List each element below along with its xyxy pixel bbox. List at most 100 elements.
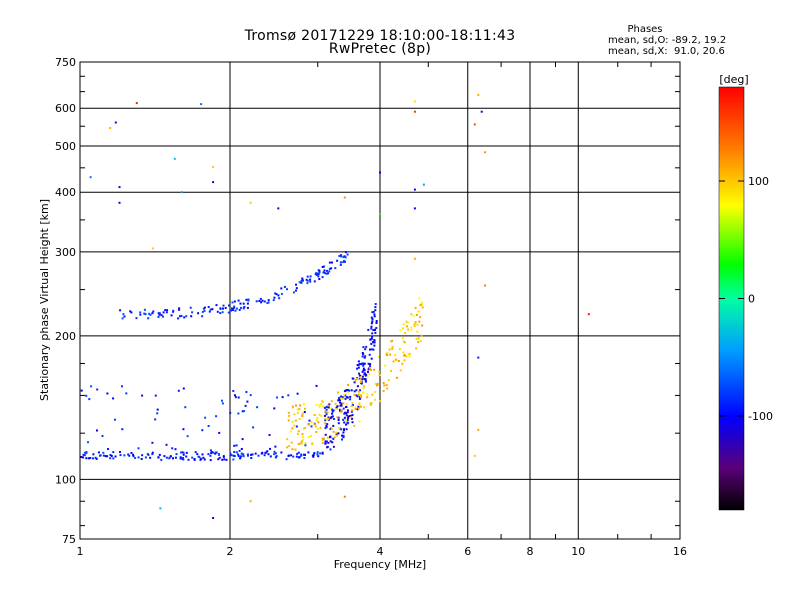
- data-point: [420, 334, 423, 337]
- data-point: [147, 317, 150, 320]
- data-point: [350, 410, 353, 413]
- data-point: [121, 385, 123, 388]
- data-point: [241, 410, 244, 413]
- data-point: [358, 420, 361, 423]
- data-point: [245, 298, 248, 301]
- data-point: [329, 417, 332, 420]
- data-point: [379, 171, 381, 174]
- data-point: [406, 325, 408, 328]
- data-point: [232, 454, 235, 457]
- data-point: [353, 393, 356, 396]
- data-point: [374, 391, 377, 393]
- data-point: [230, 454, 233, 457]
- data-point: [417, 341, 420, 344]
- data-point: [340, 404, 343, 407]
- data-point: [242, 453, 245, 456]
- x-tick-label: 8: [527, 545, 534, 558]
- data-point: [197, 312, 200, 315]
- data-point: [326, 269, 329, 272]
- data-point: [389, 353, 392, 356]
- data-point: [373, 313, 376, 316]
- data-point: [385, 384, 388, 387]
- data-point: [343, 421, 346, 424]
- data-point: [408, 353, 411, 356]
- data-point: [358, 374, 361, 377]
- data-point: [356, 408, 359, 411]
- data-point: [259, 297, 262, 300]
- data-point: [180, 457, 183, 460]
- data-point: [218, 431, 221, 434]
- data-point: [375, 327, 378, 329]
- data-point: [394, 354, 396, 356]
- data-point: [364, 378, 367, 381]
- data-point: [280, 287, 283, 290]
- data-point: [413, 188, 416, 191]
- data-point: [125, 392, 128, 395]
- data-point: [370, 368, 372, 371]
- data-point: [151, 312, 154, 315]
- data-point: [201, 315, 204, 318]
- data-point: [319, 452, 322, 455]
- data-point: [199, 458, 202, 461]
- data-point: [317, 275, 320, 278]
- data-point: [343, 495, 346, 498]
- data-point: [363, 369, 366, 372]
- data-point: [422, 183, 425, 186]
- data-point: [354, 408, 357, 410]
- data-point: [321, 276, 324, 279]
- data-point: [337, 416, 340, 419]
- data-point: [321, 442, 324, 444]
- data-point: [401, 327, 404, 330]
- data-point: [386, 354, 389, 357]
- data-point: [347, 383, 349, 386]
- data-point: [337, 419, 340, 421]
- data-point: [163, 455, 166, 458]
- data-point: [300, 281, 303, 284]
- data-point: [351, 404, 354, 407]
- data-point: [359, 389, 361, 392]
- data-point: [241, 438, 244, 441]
- data-point: [306, 282, 309, 285]
- data-point: [329, 440, 332, 443]
- data-point: [334, 267, 337, 270]
- data-point: [371, 332, 374, 335]
- data-point: [340, 254, 343, 257]
- data-point: [304, 444, 307, 447]
- data-point: [359, 376, 362, 379]
- data-point: [372, 310, 375, 313]
- data-point: [181, 451, 184, 454]
- data-point: [358, 363, 361, 366]
- data-point: [324, 272, 327, 275]
- data-point: [174, 456, 177, 459]
- data-point: [346, 396, 348, 399]
- data-point: [182, 428, 185, 431]
- data-point: [173, 157, 176, 160]
- data-point: [419, 316, 422, 319]
- data-point: [297, 456, 300, 459]
- data-point: [85, 457, 88, 460]
- y-tick-label: 300: [55, 246, 76, 259]
- data-point: [369, 348, 372, 351]
- data-point: [202, 307, 205, 310]
- data-point: [301, 415, 304, 417]
- data-point: [233, 300, 236, 303]
- data-point: [345, 414, 348, 417]
- data-point: [340, 255, 343, 258]
- data-point: [99, 454, 102, 457]
- data-point: [382, 390, 385, 392]
- data-point: [135, 317, 138, 320]
- data-point: [337, 422, 340, 425]
- data-point: [386, 352, 389, 355]
- data-point: [374, 306, 377, 309]
- data-point: [399, 369, 402, 372]
- data-point: [288, 444, 291, 447]
- data-point: [484, 284, 487, 287]
- data-point: [89, 176, 92, 179]
- data-point: [178, 308, 181, 311]
- data-point: [338, 408, 341, 411]
- data-point: [112, 457, 115, 460]
- data-point: [364, 379, 367, 382]
- data-point: [480, 110, 483, 113]
- data-point: [410, 313, 413, 316]
- data-point: [233, 451, 236, 453]
